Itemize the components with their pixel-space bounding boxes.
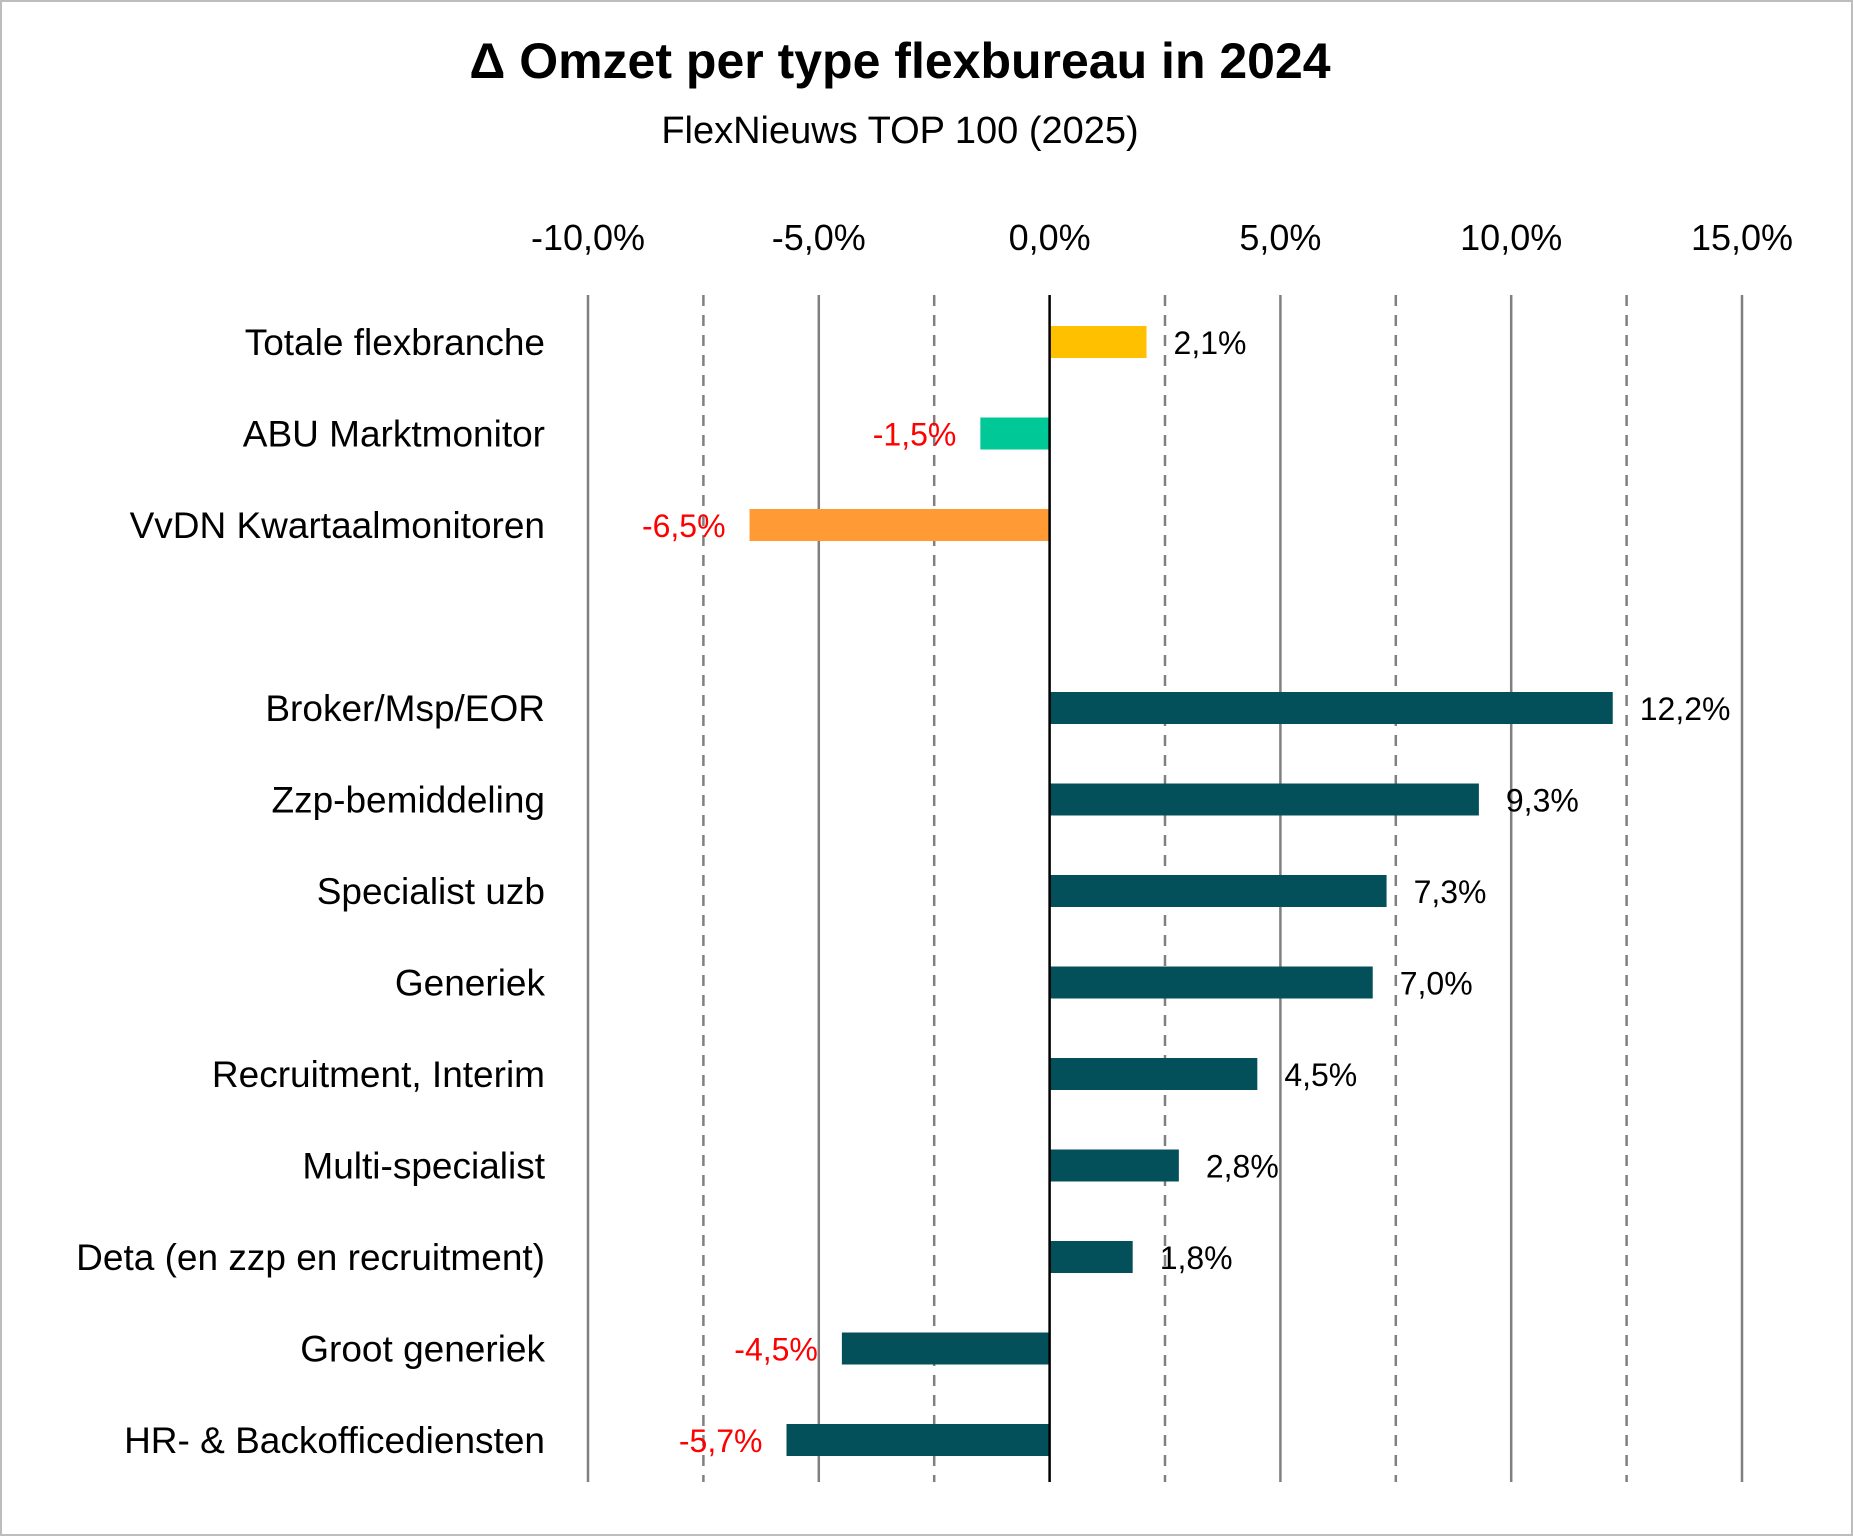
chart-title: Δ Omzet per type flexbureau in 2024 (469, 33, 1331, 89)
chart-subtitle: FlexNieuws TOP 100 (2025) (661, 110, 1139, 152)
x-tick-label: 10,0% (1460, 217, 1562, 258)
bar (841, 1332, 1050, 1365)
data-label: 2,1% (1174, 325, 1247, 361)
x-tick-label: 5,0% (1239, 217, 1321, 258)
category-label: Multi-specialist (302, 1146, 545, 1187)
bar (1049, 1058, 1258, 1090)
x-tick-label: 0,0% (1009, 217, 1091, 258)
data-label: -5,7% (679, 1423, 763, 1459)
data-label: 7,0% (1400, 966, 1473, 1002)
data-label: 7,3% (1414, 874, 1487, 910)
category-label: Deta (en zzp en recruitment) (76, 1237, 545, 1278)
category-label: HR- & Backofficediensten (124, 1420, 545, 1461)
bar (1049, 966, 1373, 999)
category-label: Specialist uzb (317, 871, 545, 912)
data-label: -1,5% (873, 417, 957, 453)
category-label: ABU Marktmonitor (243, 414, 545, 455)
bar (786, 1424, 1050, 1456)
category-label: Totale flexbranche (245, 322, 545, 363)
category-label: Generiek (395, 963, 546, 1004)
category-label: VvDN Kwartaalmonitoren (130, 505, 545, 546)
data-label: 9,3% (1506, 783, 1579, 819)
x-tick-label: -5,0% (772, 217, 866, 258)
category-label: Zzp-bemiddeling (271, 780, 545, 821)
data-label: -6,5% (642, 508, 726, 544)
data-label: 1,8% (1160, 1240, 1233, 1276)
category-label: Broker/Msp/EOR (265, 688, 545, 729)
category-label: Groot generiek (300, 1329, 545, 1370)
bar (1049, 692, 1613, 724)
data-label: -4,5% (734, 1332, 818, 1368)
data-label: 4,5% (1284, 1057, 1357, 1093)
data-label: 12,2% (1640, 691, 1731, 727)
data-label: 2,8% (1206, 1149, 1279, 1185)
bar (749, 509, 1050, 541)
bar (1049, 1149, 1179, 1182)
bar (980, 417, 1050, 450)
bar (1049, 875, 1387, 907)
category-label: Recruitment, Interim (212, 1054, 545, 1095)
bar (1049, 326, 1147, 358)
bar (1049, 783, 1479, 816)
x-tick-label: -10,0% (531, 217, 645, 258)
bar (1049, 1241, 1133, 1273)
x-tick-label: 15,0% (1691, 217, 1793, 258)
